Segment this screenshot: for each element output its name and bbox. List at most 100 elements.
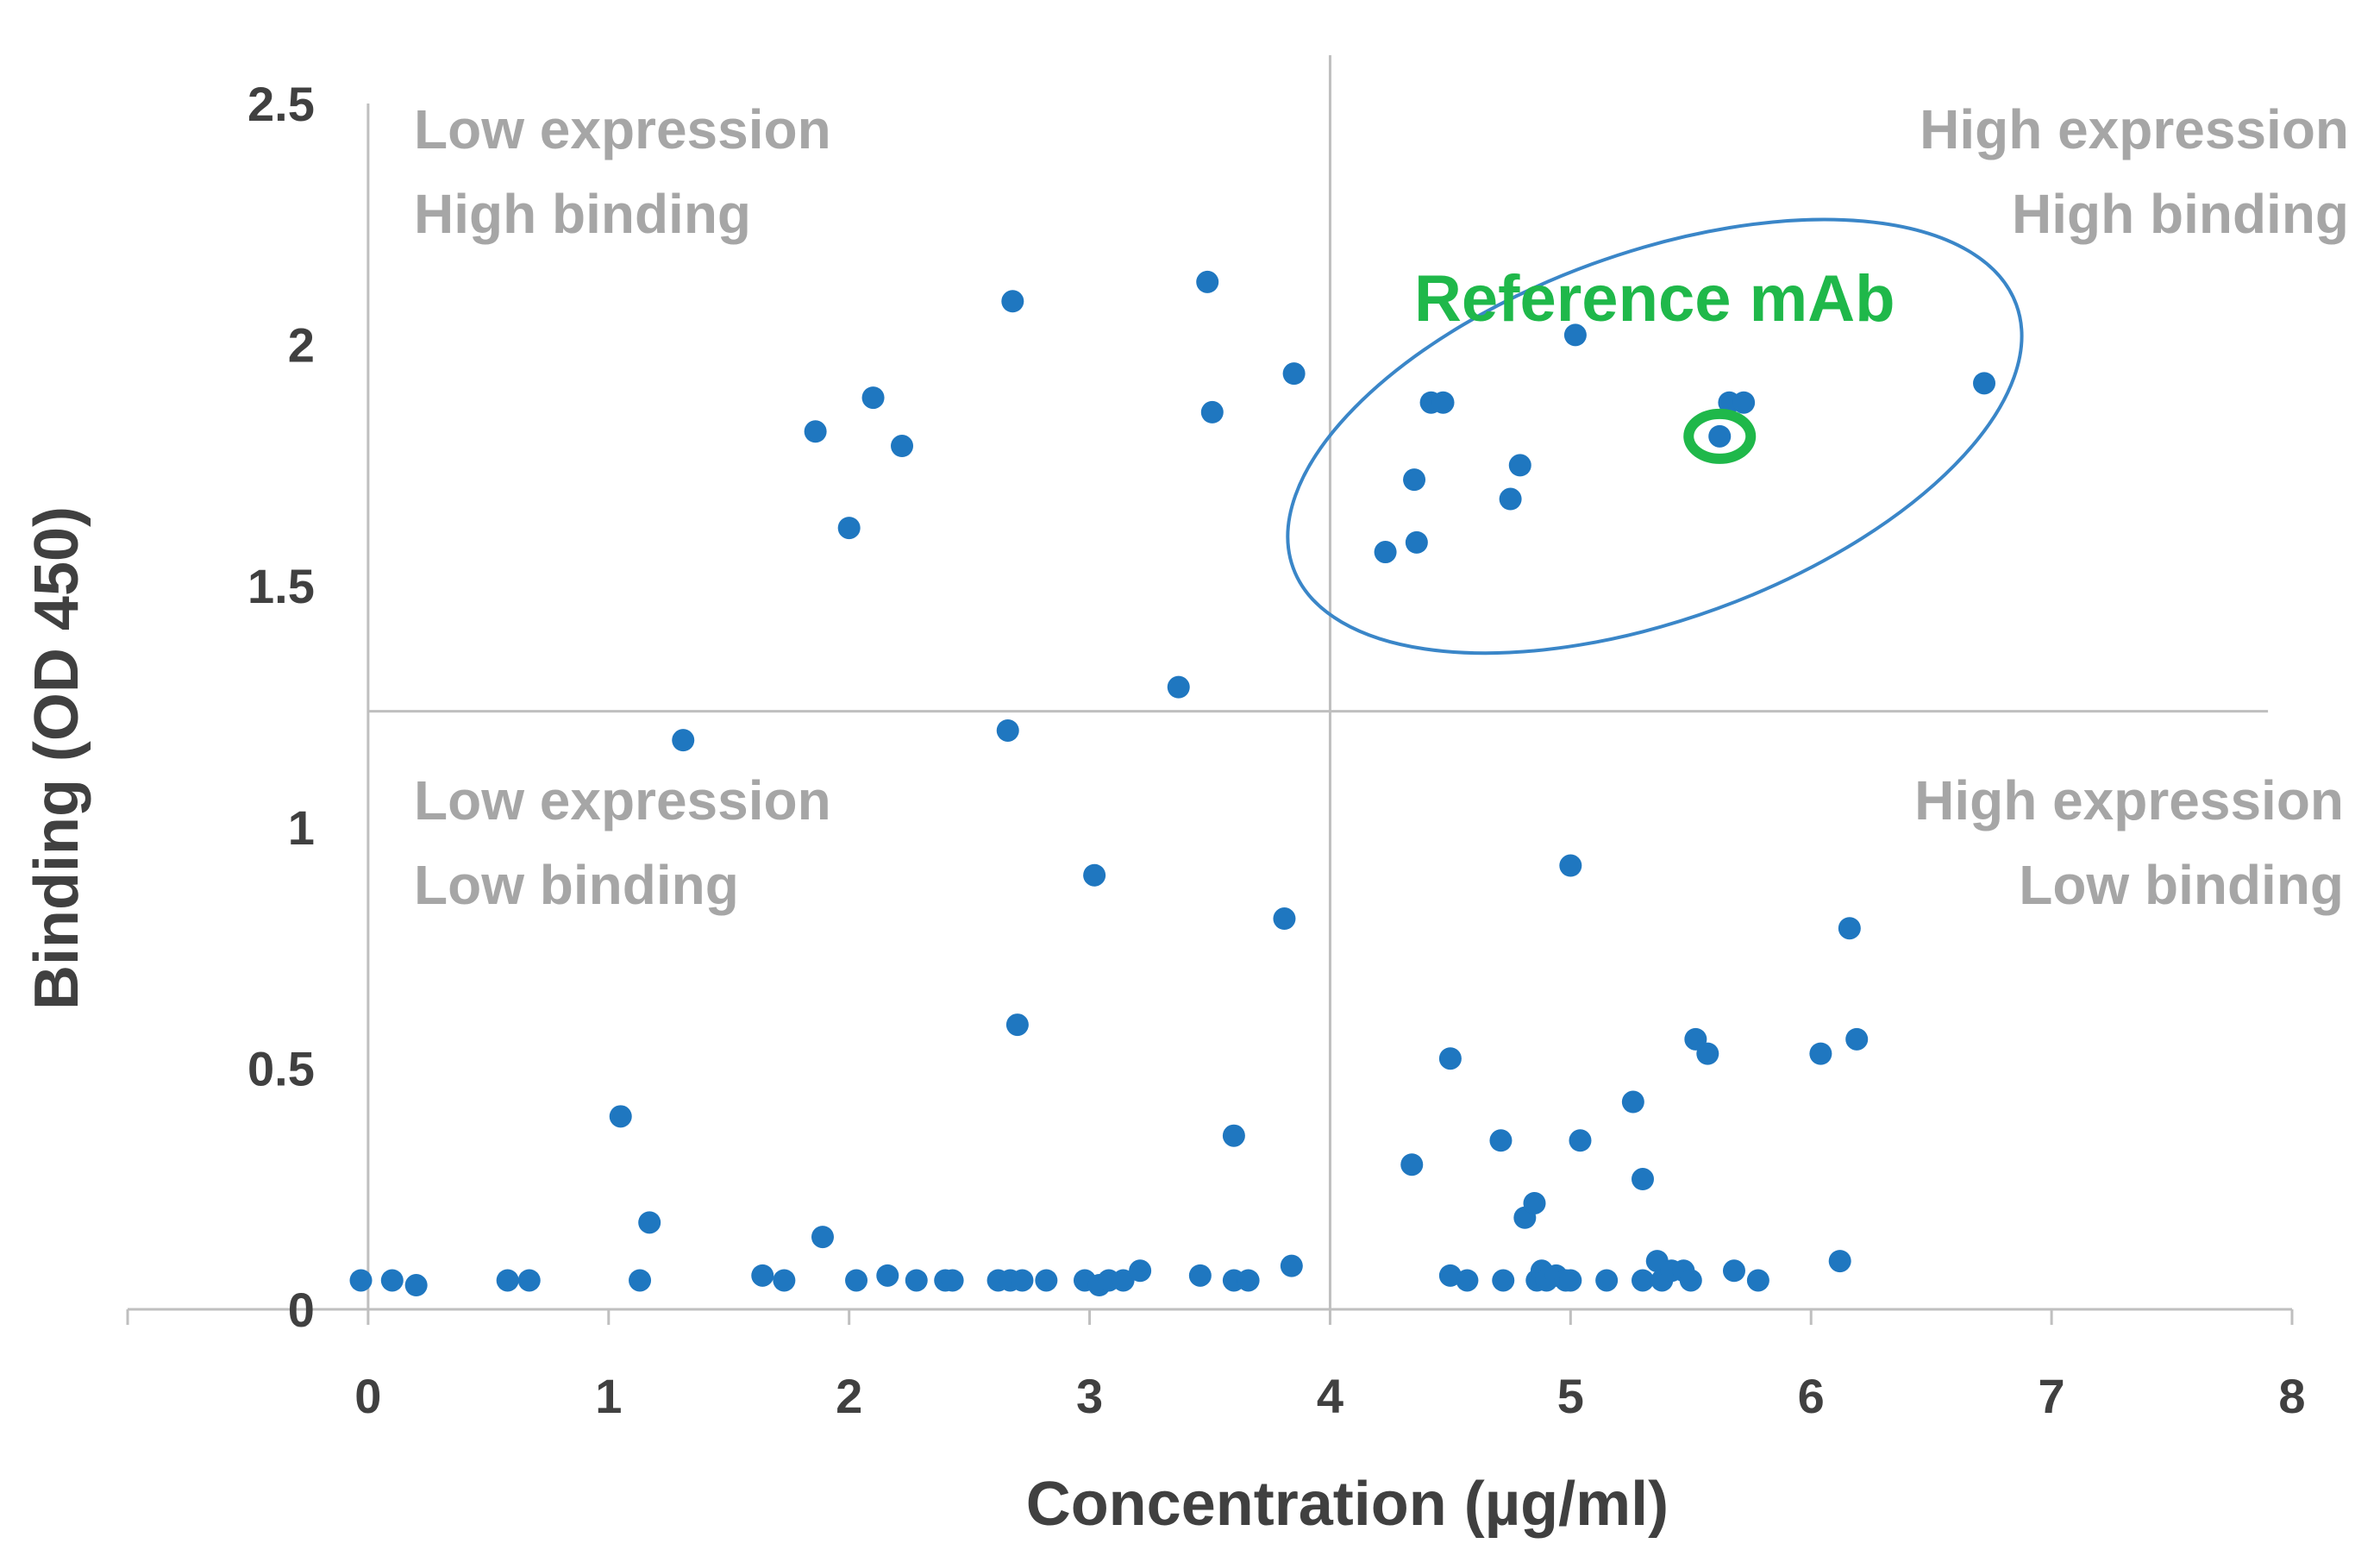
quadrant-label-bottom-right: Low binding xyxy=(2019,854,2344,916)
data-point xyxy=(1005,1013,1029,1037)
data-point xyxy=(1188,1264,1212,1287)
data-point xyxy=(1403,468,1426,492)
data-point xyxy=(1112,1269,1135,1292)
data-point xyxy=(1621,1090,1644,1114)
data-point xyxy=(1595,1269,1619,1292)
data-point xyxy=(1200,400,1224,424)
data-point xyxy=(1679,1269,1702,1292)
data-point xyxy=(1405,530,1428,554)
data-point xyxy=(609,1105,632,1128)
data-point xyxy=(1489,1129,1513,1152)
data-point xyxy=(941,1269,964,1292)
data-point xyxy=(1280,1254,1303,1277)
axes: 0 1 2 3 4 5 6 7 8 0 0.5 1 1.5 2 2.5 Concentration (µg/m… xyxy=(22,77,2306,1539)
data-point xyxy=(845,1269,868,1292)
data-point xyxy=(1167,675,1190,699)
quadrant-label-top-right: High binding xyxy=(2012,183,2349,245)
data-point xyxy=(751,1264,774,1287)
data-point xyxy=(1632,1168,1654,1191)
data-point xyxy=(1374,541,1397,564)
data-point xyxy=(1809,1042,1832,1065)
data-point xyxy=(811,1226,834,1249)
data-point xyxy=(1559,854,1582,877)
reference-ring xyxy=(1683,408,1757,464)
y-tick-label: 1 xyxy=(288,800,315,855)
data-point xyxy=(876,1264,899,1287)
quadrant-labels: Low expression High binding High expressio… xyxy=(414,98,2349,916)
data-point xyxy=(1732,391,1756,414)
x-tick-label: 8 xyxy=(2278,1369,2305,1423)
data-point xyxy=(1632,1269,1654,1292)
quadrant-dividers xyxy=(367,55,2269,1309)
data-point xyxy=(1523,1191,1546,1214)
data-point xyxy=(1438,1264,1462,1287)
data-points xyxy=(349,270,1996,1297)
y-tick-label: 2.5 xyxy=(247,77,315,131)
quadrant-label-bottom-left: Low binding xyxy=(414,854,739,916)
data-point xyxy=(1282,362,1306,386)
x-tick-label: 5 xyxy=(1557,1369,1584,1423)
data-point xyxy=(804,420,827,443)
y-axis-title: Binding (OD 450) xyxy=(22,506,91,1010)
quadrant-label-bottom-left: Low expression xyxy=(414,769,831,831)
x-tick-label: 3 xyxy=(1076,1369,1103,1423)
data-point xyxy=(1431,391,1455,414)
reference-annotation: Reference mAb xyxy=(1286,217,2024,656)
data-point xyxy=(1492,1269,1515,1292)
x-tick-label: 4 xyxy=(1317,1369,1343,1423)
x-tick-label: 7 xyxy=(2039,1369,2065,1423)
data-point xyxy=(1708,424,1732,448)
data-point xyxy=(1508,454,1531,477)
quadrant-label-top-left: High binding xyxy=(414,183,751,245)
quadrant-label-bottom-right: High expression xyxy=(1914,769,2344,831)
data-point xyxy=(1696,1042,1719,1065)
data-point xyxy=(1438,1047,1462,1070)
data-point xyxy=(1222,1124,1245,1147)
y-tick-label: 0.5 xyxy=(247,1041,315,1095)
data-point xyxy=(1828,1250,1851,1273)
x-tick-label: 1 xyxy=(595,1369,622,1423)
data-point xyxy=(1973,372,1996,395)
data-point xyxy=(349,1269,373,1292)
data-point xyxy=(1083,863,1106,887)
data-point xyxy=(1456,1269,1479,1292)
data-point xyxy=(1035,1269,1058,1292)
data-point xyxy=(891,435,914,458)
data-point xyxy=(861,386,885,410)
data-point xyxy=(672,729,695,752)
x-tick-label: 2 xyxy=(836,1369,862,1423)
data-point xyxy=(1001,290,1024,313)
quadrant-label-top-left: Low expression xyxy=(414,98,831,160)
data-point xyxy=(837,517,861,540)
data-point xyxy=(629,1269,652,1292)
x-tick-label: 6 xyxy=(1798,1369,1825,1423)
data-point xyxy=(1722,1259,1745,1283)
y-tick-label: 0 xyxy=(288,1283,315,1337)
data-point xyxy=(1273,907,1296,931)
data-point xyxy=(1499,487,1522,511)
data-point xyxy=(1400,1153,1424,1176)
data-point xyxy=(1838,917,1861,940)
data-point xyxy=(1569,1129,1592,1152)
data-point xyxy=(1746,1269,1769,1292)
data-point xyxy=(404,1274,428,1297)
cluster-ellipse xyxy=(1286,217,2024,656)
data-point xyxy=(773,1269,796,1292)
data-point xyxy=(1845,1027,1869,1051)
data-point xyxy=(1563,323,1587,347)
data-point xyxy=(1196,270,1219,293)
data-point xyxy=(517,1269,541,1292)
data-point xyxy=(996,718,1019,742)
x-tick-label: 0 xyxy=(354,1369,381,1423)
quadrant-label-top-right: High expression xyxy=(1920,98,2349,160)
y-tick-label: 1.5 xyxy=(247,559,315,613)
reference-label: Reference mAb xyxy=(1414,262,1895,336)
data-point xyxy=(496,1269,519,1292)
data-point xyxy=(1129,1259,1152,1283)
data-point xyxy=(1237,1269,1260,1292)
data-point xyxy=(1011,1269,1034,1292)
data-point xyxy=(380,1269,404,1292)
x-axis-title: Concentration (µg/ml) xyxy=(1026,1470,1669,1539)
